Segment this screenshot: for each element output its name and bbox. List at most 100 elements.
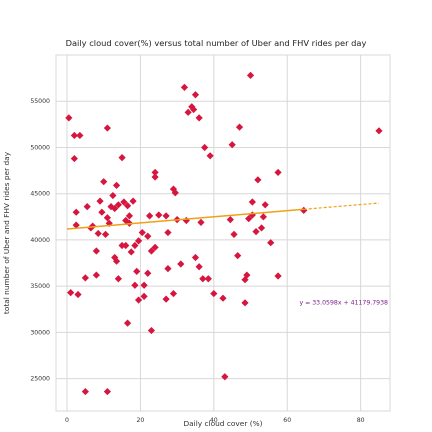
data-point	[195, 263, 203, 271]
data-point	[131, 281, 139, 289]
data-point	[100, 178, 108, 186]
data-point	[114, 201, 122, 209]
data-point	[197, 218, 205, 226]
data-point	[261, 201, 269, 209]
data-point	[103, 387, 111, 396]
data-point	[76, 131, 84, 140]
data-point	[127, 248, 135, 256]
data-point	[140, 281, 148, 289]
data-point	[234, 252, 242, 260]
data-point	[96, 197, 104, 205]
data-point	[201, 143, 209, 152]
data-point	[94, 229, 102, 238]
data-point	[65, 114, 73, 122]
data-point	[259, 213, 267, 221]
data-point	[131, 241, 139, 250]
x-tick-label: 40	[210, 417, 218, 424]
data-point	[274, 168, 282, 177]
data-point	[118, 241, 126, 250]
data-point	[184, 108, 192, 116]
y-tick-label: 50000	[30, 144, 50, 151]
data-point	[123, 319, 132, 327]
data-point	[204, 275, 212, 283]
data-point	[147, 326, 156, 335]
data-point	[134, 237, 143, 245]
data-point	[228, 141, 236, 149]
data-point	[144, 232, 152, 240]
data-point	[122, 241, 130, 250]
data-point	[164, 228, 172, 237]
data-point	[70, 154, 78, 163]
data-point	[67, 289, 75, 297]
data-point	[246, 71, 255, 79]
data-point	[191, 253, 200, 262]
data-point	[109, 191, 117, 200]
data-point	[103, 124, 111, 132]
data-point	[221, 373, 229, 381]
data-point	[112, 257, 121, 265]
data-point	[74, 290, 82, 299]
x-tick-label: 0	[65, 417, 69, 424]
data-point	[199, 275, 207, 283]
y-tick-label: 30000	[30, 329, 50, 336]
data-point	[92, 271, 100, 279]
data-point	[162, 212, 170, 220]
data-point	[274, 272, 282, 280]
data-point	[123, 202, 132, 210]
y-tick-label: 40000	[30, 237, 50, 244]
data-point	[164, 265, 172, 273]
data-point	[257, 224, 266, 232]
trend-line	[66, 208, 304, 230]
data-point	[171, 189, 179, 197]
x-tick-label: 20	[136, 417, 144, 424]
data-point	[70, 131, 78, 140]
x-tick-label: 80	[357, 417, 365, 424]
x-axis-title: Daily cloud cover (%)	[183, 419, 262, 428]
data-point	[103, 214, 111, 222]
data-point	[138, 228, 146, 237]
chart-title: Daily cloud cover(%) versus total number…	[65, 38, 367, 48]
x-tick-label: 60	[283, 417, 291, 424]
data-point	[111, 204, 119, 213]
data-point	[129, 197, 137, 205]
trend-layer: y = 33.0598x + 41179.7938	[66, 202, 388, 307]
data-point	[252, 228, 260, 236]
data-point	[210, 289, 218, 298]
plot-area	[55, 54, 391, 412]
data-point	[125, 212, 134, 220]
data-point	[245, 215, 253, 223]
data-point	[140, 292, 148, 300]
data-point	[267, 239, 275, 247]
data-point	[226, 215, 234, 224]
data-point	[120, 198, 128, 206]
data-point	[151, 173, 159, 181]
data-point	[98, 208, 106, 216]
data-point	[300, 206, 308, 214]
data-point	[112, 181, 121, 189]
y-tick-label: 35000	[30, 283, 50, 290]
y-axis-title: total number of Uber and FHV rides per d…	[2, 151, 11, 314]
data-point	[195, 114, 203, 122]
data-point	[162, 295, 170, 303]
trend-line-extension	[303, 202, 380, 210]
data-point	[254, 176, 262, 184]
data-point	[145, 212, 154, 220]
data-point	[81, 274, 89, 282]
data-point	[155, 211, 163, 219]
data-point	[72, 221, 80, 229]
data-point	[191, 91, 200, 99]
data-point	[101, 230, 110, 238]
data-point	[133, 267, 141, 275]
data-point	[144, 269, 152, 277]
data-point	[241, 299, 249, 307]
data-point	[89, 222, 97, 230]
data-point	[147, 247, 156, 255]
data-point	[243, 271, 251, 279]
data-point	[151, 168, 159, 177]
data-point	[230, 230, 238, 238]
data-points	[65, 71, 383, 396]
data-point	[375, 127, 383, 135]
data-point	[134, 296, 143, 304]
data-point	[177, 260, 185, 268]
